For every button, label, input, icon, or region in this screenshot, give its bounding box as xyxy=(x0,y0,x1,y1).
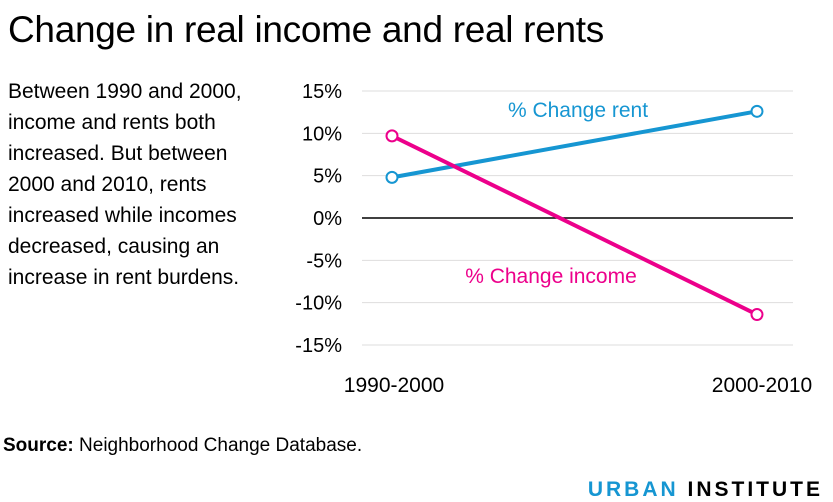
y-tick-label: 5% xyxy=(313,166,342,188)
x-tick-label: 1990-2000 xyxy=(344,374,444,397)
rent-point xyxy=(750,104,764,118)
chart-description: Between 1990 and 2000, income and rents … xyxy=(8,80,242,289)
y-tick-label: 0% xyxy=(313,208,342,230)
chart-title: Change in real income and real rents xyxy=(8,9,604,50)
source-note: Source: Neighborhood Change Database. xyxy=(3,434,362,458)
rent-series-label: % Change rent xyxy=(508,99,648,122)
income-series-label: % Change income xyxy=(465,265,637,288)
income-point xyxy=(385,129,399,143)
y-tick-label: -10% xyxy=(295,293,342,315)
y-tick-label: -15% xyxy=(295,335,342,357)
y-tick-label: 15% xyxy=(302,81,342,103)
x-tick-label: 2000-2010 xyxy=(712,374,812,397)
source-text: Neighborhood Change Database. xyxy=(73,435,363,456)
rent-point xyxy=(385,170,399,184)
y-tick-label: -5% xyxy=(306,250,342,272)
y-tick-label: 10% xyxy=(302,123,342,145)
source-label: Source: xyxy=(3,435,74,456)
income-series-line xyxy=(390,133,759,317)
logo-institute: INSTITUTE xyxy=(687,478,823,501)
line-chart: 15% 10% 5% 0% -5% -10% -15%1990-2000 2000-2010%… xyxy=(295,81,812,397)
logo-urban: URBAN xyxy=(587,478,679,501)
income-point xyxy=(750,308,764,322)
urban-institute-logo: URBAN INSTITUTE xyxy=(588,478,823,502)
